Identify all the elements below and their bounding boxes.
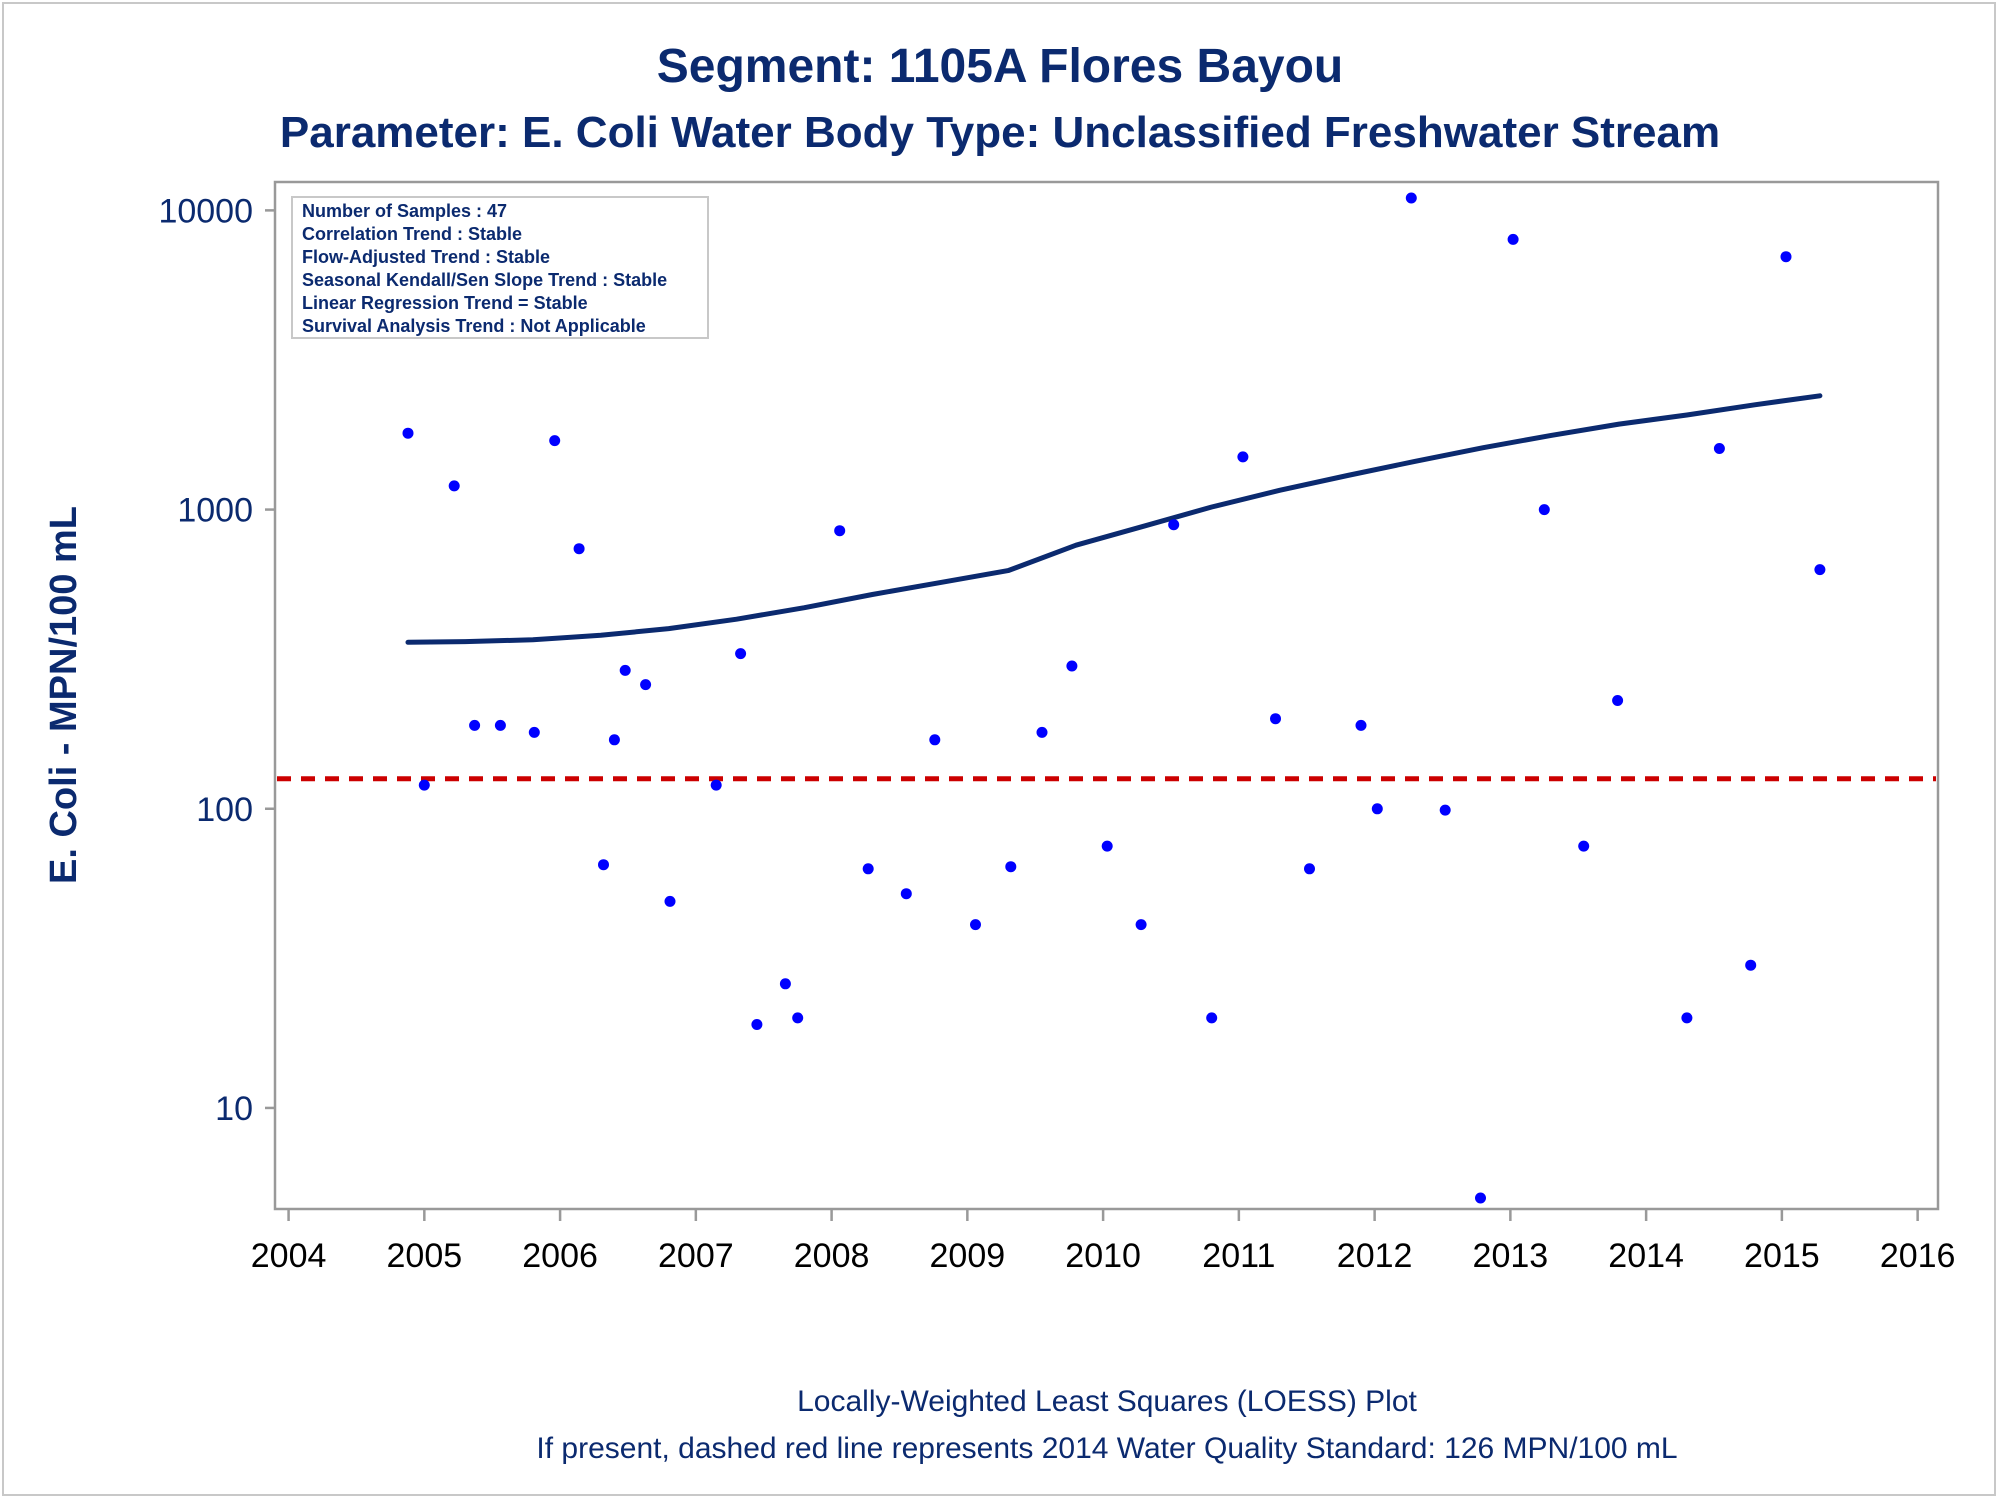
data-point bbox=[1538, 504, 1550, 516]
data-point bbox=[494, 719, 506, 731]
stats-line-seasonal-kendall: Seasonal Kendall/Sen Slope Trend : Stabl… bbox=[302, 270, 667, 290]
data-point bbox=[1206, 1012, 1218, 1024]
x-tick-label: 2006 bbox=[522, 1237, 598, 1275]
data-point bbox=[598, 859, 609, 871]
y-tick-label: 100 bbox=[196, 791, 253, 829]
x-tick-label: 2008 bbox=[794, 1237, 870, 1275]
stats-line-flow-adjusted: Flow-Adjusted Trend : Stable bbox=[302, 247, 550, 267]
y-tick-label: 10000 bbox=[158, 192, 253, 230]
data-point bbox=[1612, 695, 1624, 706]
data-point bbox=[1101, 840, 1113, 852]
data-point bbox=[1355, 719, 1367, 731]
data-point bbox=[1135, 919, 1147, 931]
data-point bbox=[1713, 443, 1725, 454]
x-tick-label: 2011 bbox=[1202, 1237, 1275, 1275]
stats-line-survival-analysis: Survival Analysis Trend : Not Applicable bbox=[302, 316, 646, 336]
data-point bbox=[862, 863, 874, 875]
x-tick-label: 2016 bbox=[1880, 1237, 1956, 1275]
y-tick-label: 1000 bbox=[177, 492, 253, 530]
data-point bbox=[448, 480, 460, 492]
data-point bbox=[528, 726, 540, 738]
loess-curve bbox=[405, 393, 1823, 645]
data-point bbox=[834, 525, 846, 537]
x-tick-label: 2014 bbox=[1608, 1237, 1684, 1275]
stats-line-samples: Number of Samples : 47 bbox=[302, 201, 507, 221]
data-point bbox=[640, 679, 652, 691]
x-tick-label: 2012 bbox=[1337, 1237, 1413, 1275]
data-point bbox=[664, 895, 676, 907]
chart-title: Segment: 1105A Flores Bayou bbox=[657, 40, 1343, 93]
data-point bbox=[1371, 803, 1383, 815]
data-point bbox=[608, 734, 620, 746]
data-point bbox=[929, 734, 941, 746]
data-point bbox=[1405, 192, 1417, 204]
plot-area bbox=[273, 180, 1940, 1211]
data-point bbox=[549, 435, 561, 447]
data-point bbox=[792, 1012, 804, 1024]
data-point bbox=[710, 779, 722, 791]
data-point bbox=[418, 779, 430, 791]
x-tick-label: 2005 bbox=[387, 1237, 463, 1275]
data-point bbox=[1036, 726, 1048, 738]
stats-box: Number of Samples : 47 Correlation Trend… bbox=[291, 196, 709, 339]
stats-box-border bbox=[291, 196, 709, 339]
data-points bbox=[402, 192, 1826, 1204]
x-tick-label: 2007 bbox=[658, 1237, 734, 1275]
data-point bbox=[1168, 519, 1180, 531]
data-point bbox=[1237, 451, 1249, 463]
data-point bbox=[970, 919, 981, 931]
data-point bbox=[1681, 1012, 1693, 1024]
data-point bbox=[1304, 863, 1315, 875]
x-tick-label: 2004 bbox=[251, 1237, 327, 1275]
x-tick-label: 2009 bbox=[930, 1237, 1006, 1275]
data-point bbox=[573, 543, 585, 555]
x-tick-label: 2015 bbox=[1744, 1237, 1820, 1275]
data-point bbox=[1439, 804, 1451, 816]
data-point bbox=[1814, 564, 1826, 576]
x-tick-label: 2013 bbox=[1473, 1237, 1549, 1275]
x-tick-label: 2010 bbox=[1065, 1237, 1141, 1275]
data-point bbox=[402, 427, 414, 439]
data-point bbox=[1005, 861, 1017, 873]
y-axis-label: E. Coli - MPN/100 mL bbox=[43, 506, 85, 884]
data-point bbox=[1475, 1192, 1486, 1204]
data-point bbox=[751, 1019, 763, 1030]
data-point bbox=[779, 978, 791, 990]
data-point bbox=[1745, 959, 1757, 971]
stats-line-linear-regression: Linear Regression Trend = Stable bbox=[302, 293, 588, 313]
data-point bbox=[735, 648, 747, 660]
y-axis: 10 100 1000 10000 bbox=[158, 192, 275, 1128]
data-point bbox=[1507, 233, 1519, 245]
data-point bbox=[469, 719, 481, 731]
data-point bbox=[1578, 840, 1590, 852]
data-point bbox=[619, 664, 631, 676]
x-axis: 2004 2005 2006 2007 2008 2009 2010 2011 2012 2013… bbox=[251, 1209, 1956, 1275]
stats-line-correlation: Correlation Trend : Stable bbox=[302, 224, 522, 244]
chart-subtitle: Parameter: E. Coli Water Body Type: Uncl… bbox=[280, 108, 1720, 157]
data-point bbox=[1270, 713, 1281, 725]
y-tick-label: 10 bbox=[215, 1090, 253, 1128]
data-point bbox=[1066, 660, 1078, 672]
footnote-standard: If present, dashed red line represents 2… bbox=[536, 1432, 1677, 1465]
data-point bbox=[900, 888, 912, 900]
data-point bbox=[1780, 251, 1792, 263]
footnote-loess: Locally-Weighted Least Squares (LOESS) P… bbox=[797, 1385, 1417, 1418]
